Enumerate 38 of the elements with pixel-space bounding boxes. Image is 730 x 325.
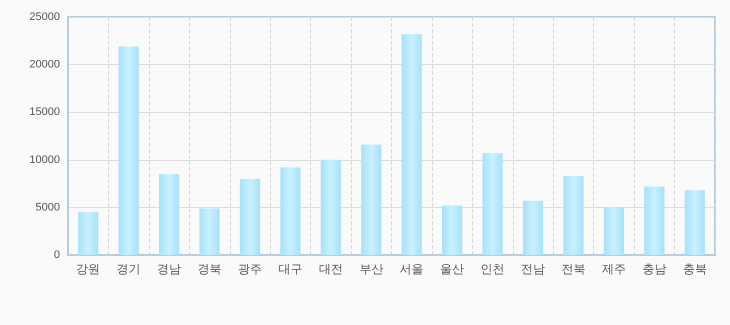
y-tick-label: 20000	[29, 58, 60, 71]
x-tick-label: 전남	[521, 262, 546, 276]
x-tick-label: 울산	[440, 262, 464, 276]
y-tick-label: 25000	[29, 11, 60, 23]
bar	[563, 176, 584, 255]
x-tick-label: 경남	[157, 262, 182, 276]
bar	[320, 160, 341, 255]
y-tick-label: 5000	[36, 201, 60, 214]
bar	[482, 153, 503, 255]
y-tick-label: 15000	[29, 106, 60, 118]
y-tick-label: 0	[54, 249, 60, 261]
x-tick-label: 제주	[602, 262, 626, 276]
bar	[361, 144, 382, 255]
x-tick-label: 경기	[116, 262, 141, 276]
bar	[644, 186, 664, 255]
x-tick-label: 강원	[76, 262, 100, 276]
x-tick-label: 대전	[318, 262, 343, 276]
bar	[522, 200, 544, 255]
x-tick-label: 서울	[400, 262, 424, 276]
x-tick-label: 대구	[278, 262, 302, 276]
bar	[280, 167, 301, 255]
bar	[240, 178, 260, 255]
bar	[118, 46, 139, 255]
x-tick-label: 전북	[561, 262, 586, 276]
bar	[402, 34, 422, 255]
x-tick-label: 충남	[642, 262, 666, 276]
x-tick-label: 인천	[480, 262, 505, 276]
bar	[78, 212, 98, 255]
bar	[158, 174, 180, 255]
bar	[684, 190, 705, 255]
x-tick-label: 경북	[198, 262, 222, 276]
y-tick-label: 10000	[29, 154, 60, 166]
x-tick-label: 광주	[238, 262, 262, 276]
bar	[442, 205, 462, 255]
bar	[199, 208, 220, 255]
x-tick-label: 충북	[682, 262, 707, 276]
bar	[604, 207, 624, 255]
x-tick-label: 부산	[359, 262, 384, 276]
